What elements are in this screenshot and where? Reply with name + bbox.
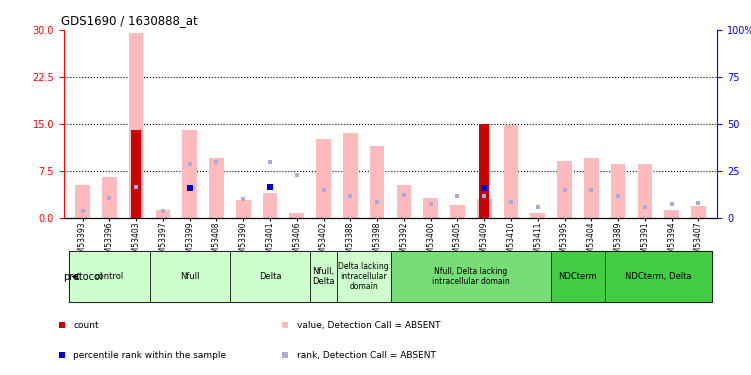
Bar <box>263 192 277 217</box>
Bar <box>75 185 90 218</box>
Bar <box>424 198 438 217</box>
Bar <box>611 164 626 218</box>
Text: control: control <box>95 272 124 281</box>
Bar <box>584 158 599 218</box>
Bar <box>665 210 679 218</box>
Text: Nfull: Nfull <box>180 272 200 281</box>
Text: Nfull,
Delta: Nfull, Delta <box>312 267 335 286</box>
Bar <box>337 251 391 302</box>
Text: Delta: Delta <box>259 272 282 281</box>
Text: rank, Detection Call = ABSENT: rank, Detection Call = ABSENT <box>297 351 436 360</box>
Bar <box>316 140 331 218</box>
Bar <box>551 251 605 302</box>
Bar <box>504 125 518 217</box>
Bar <box>369 146 385 218</box>
Bar <box>638 164 653 218</box>
Bar <box>343 133 357 218</box>
Bar <box>391 251 551 302</box>
Bar <box>131 130 141 218</box>
Bar <box>397 185 412 218</box>
Bar <box>149 251 230 302</box>
Bar <box>557 161 572 218</box>
Bar <box>530 213 545 217</box>
Text: protocol: protocol <box>63 272 103 282</box>
Text: count: count <box>74 321 99 330</box>
Bar <box>479 124 489 218</box>
Text: NDCterm: NDCterm <box>559 272 597 281</box>
Bar <box>605 251 712 302</box>
Bar <box>128 33 143 218</box>
Bar <box>310 251 337 302</box>
Text: GDS1690 / 1630888_at: GDS1690 / 1630888_at <box>61 15 198 27</box>
Text: NDCterm, Delta: NDCterm, Delta <box>625 272 692 281</box>
Bar <box>289 213 304 217</box>
Bar <box>691 206 706 218</box>
Bar <box>477 199 492 217</box>
Bar <box>182 130 197 218</box>
Bar <box>102 177 116 218</box>
Bar <box>155 210 170 218</box>
Text: percentile rank within the sample: percentile rank within the sample <box>74 351 227 360</box>
Text: value, Detection Call = ABSENT: value, Detection Call = ABSENT <box>297 321 440 330</box>
Bar <box>450 205 465 218</box>
Bar <box>230 251 310 302</box>
Text: Delta lacking
intracellular
domain: Delta lacking intracellular domain <box>339 262 389 291</box>
Bar <box>209 158 224 218</box>
Bar <box>69 251 149 302</box>
Bar <box>236 200 251 217</box>
Text: Nfull, Delta lacking
intracellular domain: Nfull, Delta lacking intracellular domai… <box>432 267 510 286</box>
